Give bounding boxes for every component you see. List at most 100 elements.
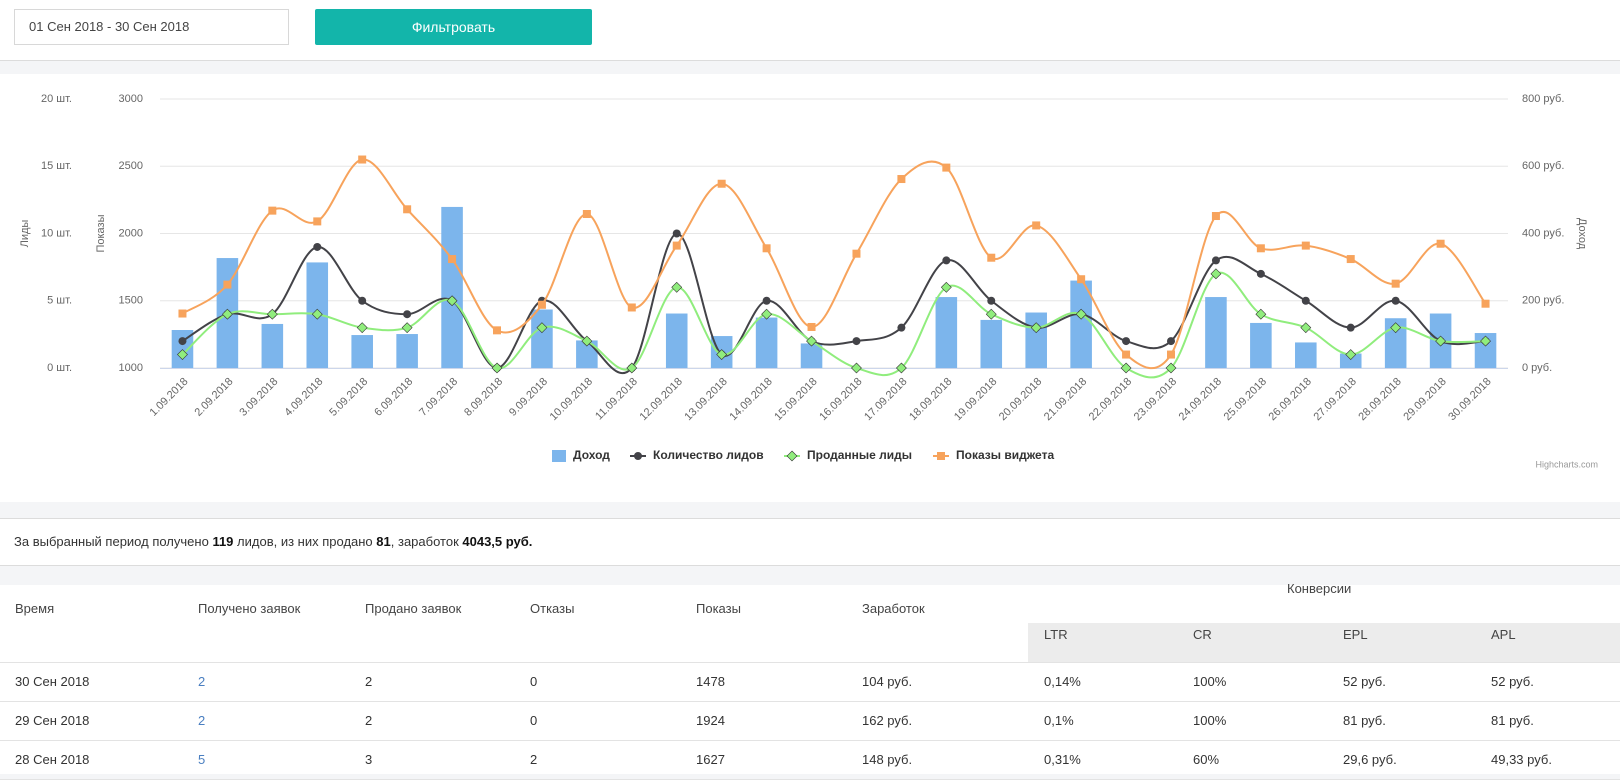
column-header: Время <box>15 601 55 616</box>
x-tick-label: 12.09.2018 <box>637 376 684 423</box>
legend-label: Показы виджета <box>956 448 1054 462</box>
point <box>1481 299 1490 308</box>
date-range-input[interactable]: 01 Сен 2018 - 30 Сен 2018 <box>14 9 289 45</box>
table-cell: 104 руб. <box>862 674 913 689</box>
summary-text: За выбранный период получено <box>14 534 209 549</box>
table-cell: 1924 <box>696 713 725 728</box>
point <box>762 296 771 305</box>
x-tick-label: 17.09.2018 <box>862 376 909 423</box>
y-tick-label: 10 шт. <box>41 227 72 239</box>
point <box>897 323 906 332</box>
legend-symbol <box>552 450 566 462</box>
bar <box>396 334 418 368</box>
point <box>806 335 817 347</box>
point <box>1256 244 1265 253</box>
column-header: Получено заявок <box>198 601 301 616</box>
column-header: APL <box>1491 627 1516 642</box>
leads-link[interactable]: 2 <box>198 713 206 728</box>
x-tick-label: 25.09.2018 <box>1222 376 1269 423</box>
point <box>1480 335 1491 347</box>
point <box>672 229 681 238</box>
leads-link[interactable]: 2 <box>198 674 206 689</box>
x-tick-label: 27.09.2018 <box>1311 376 1358 423</box>
point <box>223 280 232 289</box>
y2-tick-label: 3000 <box>119 93 143 105</box>
x-tick-label: 1.09.2018 <box>148 376 191 419</box>
point <box>493 326 501 335</box>
bar <box>1250 322 1272 368</box>
point <box>1077 275 1086 284</box>
point <box>446 295 458 307</box>
table-cell: 52 руб. <box>1491 674 1534 689</box>
y-tick-label: 20 шт. <box>41 93 72 105</box>
x-tick-label: 10.09.2018 <box>548 376 595 423</box>
filter-button[interactable]: Фильтровать <box>315 9 592 45</box>
y2-tick-label: 1000 <box>119 362 143 374</box>
point <box>178 309 187 318</box>
point <box>1391 279 1400 288</box>
x-tick-label: 29.09.2018 <box>1401 376 1448 423</box>
table-cell: 0,14% <box>1044 674 1081 689</box>
legend-symbol <box>937 452 945 460</box>
filter-bar: 01 Сен 2018 - 30 Сен 2018 Фильтровать <box>0 0 1620 61</box>
y3-tick-label: 0 руб. <box>1522 362 1552 374</box>
column-header: Продано заявок <box>365 601 462 616</box>
point <box>1167 350 1175 359</box>
point <box>1390 322 1402 334</box>
point <box>626 362 638 374</box>
table-cell: 2 <box>530 752 538 767</box>
summary-text: лидов, из них продано <box>237 534 373 549</box>
x-tick-label: 7.09.2018 <box>417 376 460 419</box>
y-tick-label: 5 шт. <box>47 295 72 307</box>
row-divider <box>0 662 1620 663</box>
table-cell: 49,33 руб. <box>1491 752 1552 767</box>
table-cell: 3 <box>365 752 373 767</box>
summary-text: За выбранный период получено 119 лидов, … <box>0 519 1620 565</box>
x-tick-label: 24.09.2018 <box>1177 376 1224 423</box>
leads-link[interactable]: 5 <box>198 752 206 767</box>
x-tick-label: 6.09.2018 <box>372 376 415 419</box>
point <box>761 308 773 320</box>
y-axis-title: Лиды <box>19 220 31 248</box>
table-cell: 2 <box>365 674 373 689</box>
point <box>1032 221 1041 230</box>
point <box>1211 212 1220 221</box>
x-tick-label: 22.09.2018 <box>1087 376 1134 423</box>
point <box>1345 349 1357 360</box>
point <box>311 308 323 320</box>
point <box>401 322 413 334</box>
bar <box>531 309 553 368</box>
table-cell: 28 Сен 2018 <box>15 752 90 767</box>
point <box>178 337 187 346</box>
y2-tick-label: 2000 <box>119 227 143 239</box>
conversion-header-band <box>1028 623 1620 662</box>
column-header: LTR <box>1044 627 1068 642</box>
bar <box>1025 312 1047 368</box>
point <box>1165 362 1177 374</box>
bar <box>665 313 688 368</box>
summary-sold: 81 <box>376 534 391 549</box>
point <box>942 163 951 172</box>
x-tick-label: 5.09.2018 <box>327 376 370 419</box>
point <box>807 322 816 331</box>
point <box>895 362 907 374</box>
line <box>181 232 1486 375</box>
point <box>537 300 546 309</box>
point <box>221 308 233 320</box>
legend-label: Доход <box>573 448 610 462</box>
y3-tick-label: 400 руб. <box>1522 227 1564 239</box>
point <box>177 349 188 360</box>
table-cell: 1478 <box>696 674 725 689</box>
point <box>672 241 681 250</box>
bar <box>1205 297 1227 368</box>
table-cell: 0,1% <box>1044 713 1074 728</box>
y2-axis-title: Показы <box>95 214 107 252</box>
y3-tick-label: 200 руб. <box>1522 295 1564 307</box>
bar <box>935 297 958 368</box>
point <box>897 175 906 184</box>
point <box>1301 296 1310 305</box>
point <box>1120 362 1132 374</box>
point <box>1346 323 1355 332</box>
table-cell: 29,6 руб. <box>1343 752 1397 767</box>
